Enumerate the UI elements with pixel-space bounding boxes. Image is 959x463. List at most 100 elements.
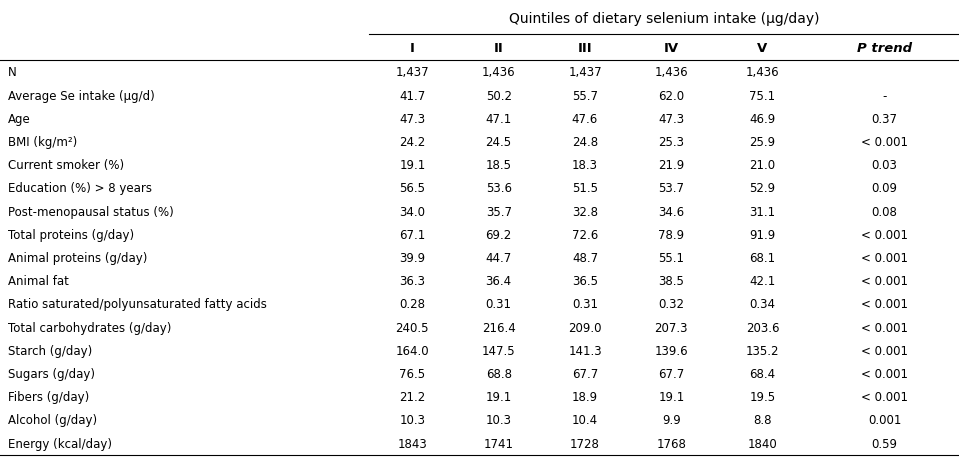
- Text: Current smoker (%): Current smoker (%): [8, 159, 124, 172]
- Text: 1,437: 1,437: [395, 66, 430, 79]
- Text: 42.1: 42.1: [749, 275, 776, 288]
- Text: 47.1: 47.1: [485, 113, 512, 125]
- Text: 51.5: 51.5: [572, 182, 598, 195]
- Text: 0.59: 0.59: [872, 437, 898, 450]
- Text: 18.5: 18.5: [485, 159, 512, 172]
- Text: Average Se intake (μg/d): Average Se intake (μg/d): [8, 89, 154, 102]
- Text: 10.3: 10.3: [485, 413, 512, 426]
- Text: 207.3: 207.3: [655, 321, 688, 334]
- Text: 76.5: 76.5: [399, 367, 426, 380]
- Text: 147.5: 147.5: [481, 344, 516, 357]
- Text: < 0.001: < 0.001: [861, 251, 908, 264]
- Text: 1843: 1843: [397, 437, 428, 450]
- Text: 25.3: 25.3: [658, 136, 685, 149]
- Text: Post-menopausal status (%): Post-menopausal status (%): [8, 205, 174, 218]
- Text: 48.7: 48.7: [572, 251, 598, 264]
- Text: 1768: 1768: [656, 437, 687, 450]
- Text: 1840: 1840: [747, 437, 778, 450]
- Text: 52.9: 52.9: [749, 182, 776, 195]
- Text: III: III: [577, 41, 593, 55]
- Text: IV: IV: [664, 41, 679, 55]
- Text: Animal fat: Animal fat: [8, 275, 68, 288]
- Text: < 0.001: < 0.001: [861, 275, 908, 288]
- Text: 24.2: 24.2: [399, 136, 426, 149]
- Text: 0.001: 0.001: [868, 413, 901, 426]
- Text: 19.1: 19.1: [485, 390, 512, 403]
- Text: 55.7: 55.7: [572, 89, 598, 102]
- Text: 21.9: 21.9: [658, 159, 685, 172]
- Text: < 0.001: < 0.001: [861, 390, 908, 403]
- Text: Sugars (g/day): Sugars (g/day): [8, 367, 95, 380]
- Text: 9.9: 9.9: [662, 413, 681, 426]
- Text: 0.32: 0.32: [658, 298, 685, 311]
- Text: 72.6: 72.6: [572, 228, 598, 241]
- Text: Alcohol (g/day): Alcohol (g/day): [8, 413, 97, 426]
- Text: 68.4: 68.4: [749, 367, 776, 380]
- Text: 18.9: 18.9: [572, 390, 598, 403]
- Text: 31.1: 31.1: [749, 205, 776, 218]
- Text: 240.5: 240.5: [396, 321, 429, 334]
- Text: < 0.001: < 0.001: [861, 298, 908, 311]
- Text: Ratio saturated/polyunsaturated fatty acids: Ratio saturated/polyunsaturated fatty ac…: [8, 298, 267, 311]
- Text: 32.8: 32.8: [572, 205, 598, 218]
- Text: 39.9: 39.9: [399, 251, 426, 264]
- Text: 0.08: 0.08: [872, 205, 898, 218]
- Text: 139.6: 139.6: [654, 344, 689, 357]
- Text: 91.9: 91.9: [749, 228, 776, 241]
- Text: 25.9: 25.9: [749, 136, 776, 149]
- Text: Animal proteins (g/day): Animal proteins (g/day): [8, 251, 147, 264]
- Text: 0.31: 0.31: [572, 298, 598, 311]
- Text: 0.09: 0.09: [872, 182, 898, 195]
- Text: 18.3: 18.3: [572, 159, 598, 172]
- Text: 34.0: 34.0: [399, 205, 426, 218]
- Text: 36.3: 36.3: [399, 275, 426, 288]
- Text: 38.5: 38.5: [659, 275, 684, 288]
- Text: BMI (kg/m²): BMI (kg/m²): [8, 136, 77, 149]
- Text: 21.0: 21.0: [749, 159, 776, 172]
- Text: < 0.001: < 0.001: [861, 228, 908, 241]
- Text: 67.7: 67.7: [658, 367, 685, 380]
- Text: 62.0: 62.0: [658, 89, 685, 102]
- Text: 53.7: 53.7: [658, 182, 685, 195]
- Text: 53.6: 53.6: [485, 182, 512, 195]
- Text: 135.2: 135.2: [746, 344, 779, 357]
- Text: Education (%) > 8 years: Education (%) > 8 years: [8, 182, 152, 195]
- Text: 55.1: 55.1: [658, 251, 685, 264]
- Text: 0.03: 0.03: [872, 159, 898, 172]
- Text: 44.7: 44.7: [485, 251, 512, 264]
- Text: 35.7: 35.7: [485, 205, 512, 218]
- Text: 36.5: 36.5: [572, 275, 598, 288]
- Text: 209.0: 209.0: [569, 321, 601, 334]
- Text: 47.3: 47.3: [658, 113, 685, 125]
- Text: 19.5: 19.5: [749, 390, 776, 403]
- Text: 1,437: 1,437: [568, 66, 602, 79]
- Text: 1728: 1728: [570, 437, 600, 450]
- Text: 75.1: 75.1: [749, 89, 776, 102]
- Text: I: I: [409, 41, 415, 55]
- Text: < 0.001: < 0.001: [861, 344, 908, 357]
- Text: N: N: [8, 66, 16, 79]
- Text: 0.37: 0.37: [872, 113, 898, 125]
- Text: 164.0: 164.0: [395, 344, 430, 357]
- Text: 0.31: 0.31: [485, 298, 512, 311]
- Text: 36.4: 36.4: [485, 275, 512, 288]
- Text: 34.6: 34.6: [658, 205, 685, 218]
- Text: Total carbohydrates (g/day): Total carbohydrates (g/day): [8, 321, 171, 334]
- Text: 67.7: 67.7: [572, 367, 598, 380]
- Text: 216.4: 216.4: [481, 321, 516, 334]
- Text: 0.28: 0.28: [399, 298, 426, 311]
- Text: < 0.001: < 0.001: [861, 367, 908, 380]
- Text: 47.3: 47.3: [399, 113, 426, 125]
- Text: 19.1: 19.1: [399, 159, 426, 172]
- Text: 69.2: 69.2: [485, 228, 512, 241]
- Text: Quintiles of dietary selenium intake (μg/day): Quintiles of dietary selenium intake (μg…: [509, 12, 819, 25]
- Text: 68.8: 68.8: [485, 367, 512, 380]
- Text: 1,436: 1,436: [481, 66, 516, 79]
- Text: 19.1: 19.1: [658, 390, 685, 403]
- Text: Age: Age: [8, 113, 31, 125]
- Text: 46.9: 46.9: [749, 113, 776, 125]
- Text: 21.2: 21.2: [399, 390, 426, 403]
- Text: P trend: P trend: [857, 41, 912, 55]
- Text: -: -: [882, 89, 887, 102]
- Text: 10.3: 10.3: [399, 413, 426, 426]
